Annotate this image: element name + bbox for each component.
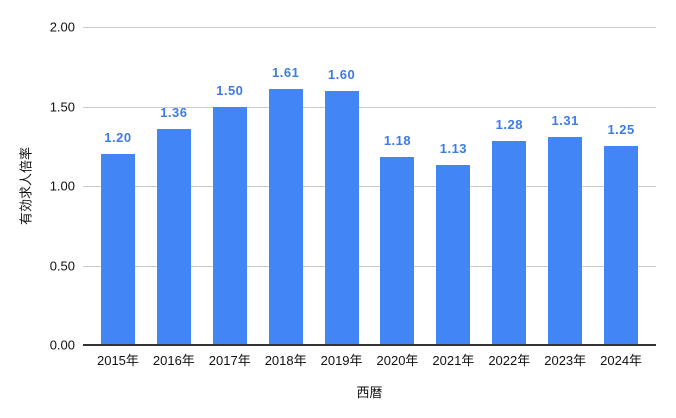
bar-slot: 1.61 xyxy=(258,27,314,345)
x-tick-label: 2015年 xyxy=(96,353,139,368)
bar-2021年 xyxy=(436,165,471,345)
bar-2017年 xyxy=(212,106,247,345)
bar-2022年 xyxy=(492,141,527,345)
bar-2019年 xyxy=(324,90,359,345)
data-label: 1.28 xyxy=(495,117,523,133)
data-label: 1.18 xyxy=(383,133,412,149)
x-tick-label: 2024年 xyxy=(600,353,643,368)
bar-2020年 xyxy=(380,157,415,345)
gridline xyxy=(83,186,656,187)
gridline xyxy=(83,265,656,267)
y-tick-label: 1.00 xyxy=(49,178,75,194)
data-label: 1.36 xyxy=(160,104,188,120)
x-tick-label: 2018年 xyxy=(264,353,307,368)
data-label: 1.20 xyxy=(104,130,132,146)
bar-slot: 1.50 xyxy=(202,27,258,345)
y-tick-label: 0.50 xyxy=(49,258,75,273)
data-label: 1.60 xyxy=(327,66,356,82)
bar-slot: 1.20 xyxy=(90,27,146,345)
bar-2018年 xyxy=(268,89,303,345)
bar-2023年 xyxy=(548,136,583,345)
gridline xyxy=(83,106,656,108)
x-tick-label: 2017年 xyxy=(208,353,251,368)
x-tick-label: 2021年 xyxy=(432,353,475,368)
data-label: 1.31 xyxy=(551,112,579,128)
x-axis-line xyxy=(83,344,656,346)
data-label: 1.50 xyxy=(216,82,244,98)
bar-slot: 1.25 xyxy=(593,27,649,345)
x-tick-label: 2019年 xyxy=(320,353,363,368)
x-tick-label: 2023年 xyxy=(544,353,587,368)
bar-slot: 1.28 xyxy=(481,27,537,345)
x-axis-title: 西暦 xyxy=(356,385,383,400)
data-label: 1.25 xyxy=(607,122,635,138)
x-axis-tick-labels: 2015年 2016年 2017年 2018年 2019年 2020年 2021年 2022年… xyxy=(90,350,649,369)
bar-slot: 1.13 xyxy=(425,27,481,345)
plot-area: 1.20 1.36 1.50 1.61 1.60 1.18 1.13 1.28 1.31 1.25 xyxy=(83,27,656,346)
y-tick-label: 0.00 xyxy=(49,337,75,353)
data-label: 1.61 xyxy=(272,65,300,81)
data-label: 1.13 xyxy=(439,141,468,157)
x-tick-label: 2020年 xyxy=(376,353,419,368)
x-tick-label: 2022年 xyxy=(488,353,531,368)
y-axis: 0.00 0.50 1.00 1.50 2.00 xyxy=(0,20,75,353)
bars-layer: 1.20 1.36 1.50 1.61 1.60 1.18 1.13 1.28 1.31 1.25 xyxy=(90,27,649,345)
bar-2015年 xyxy=(100,154,135,345)
bar-slot: 1.18 xyxy=(370,27,426,345)
bar-2016年 xyxy=(156,128,191,345)
x-tick-label: 2016年 xyxy=(152,353,195,368)
y-tick-label: 1.50 xyxy=(49,99,75,114)
gridlines-layer xyxy=(83,27,656,345)
bar-2024年 xyxy=(604,146,639,345)
bar-slot: 1.31 xyxy=(537,27,593,345)
bar-slot: 1.60 xyxy=(314,27,370,345)
gridline xyxy=(83,27,656,28)
bar-slot: 1.36 xyxy=(146,27,202,345)
y-tick-label: 2.00 xyxy=(49,19,75,35)
